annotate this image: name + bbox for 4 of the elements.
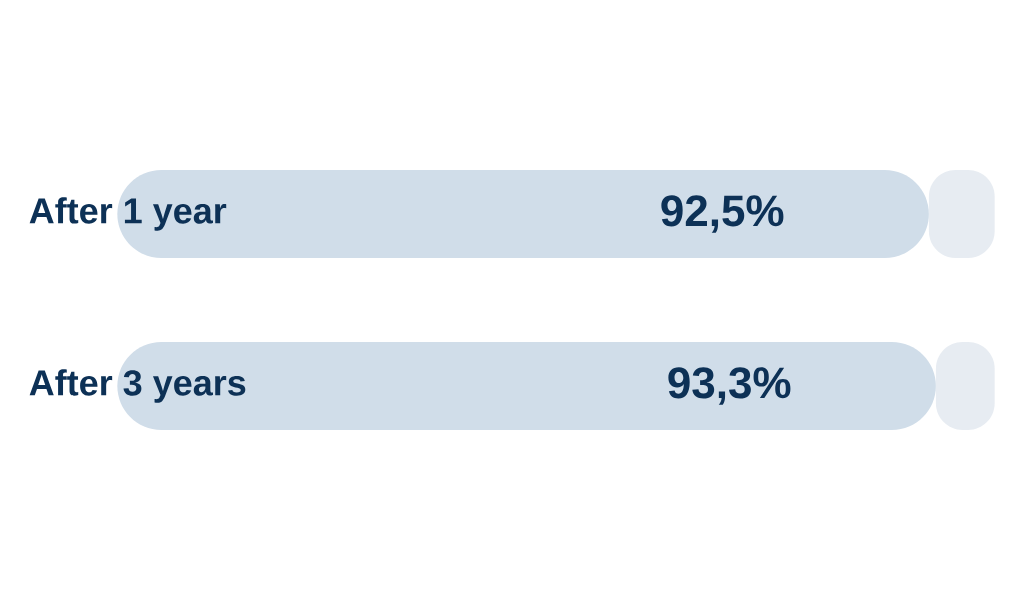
y-tick-label: After 3 years: [29, 369, 246, 403]
data-label: 93,3%: [668, 367, 791, 405]
y-tick-label: After 1 year: [29, 197, 227, 231]
data-label: 92,5%: [661, 195, 784, 233]
